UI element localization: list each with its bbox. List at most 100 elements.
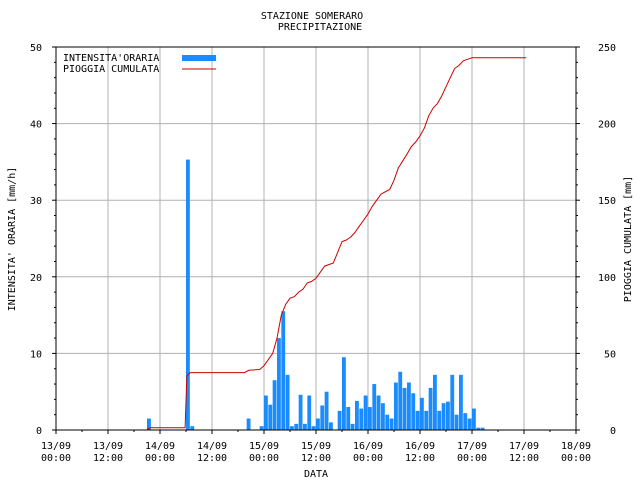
intensity-bar xyxy=(290,426,294,430)
y-tick-label-right: 50 xyxy=(604,349,616,360)
intensity-bar xyxy=(398,371,403,430)
intensity-bar xyxy=(463,413,468,430)
intensity-bar xyxy=(385,414,390,430)
x-tick-label-time: 00:00 xyxy=(249,453,279,464)
x-tick-label-time: 00:00 xyxy=(353,453,383,464)
intensity-bar xyxy=(311,426,316,430)
legend-label-intensity: INTENSITA'ORARIA xyxy=(63,53,159,64)
intensity-bar xyxy=(424,410,429,430)
intensity-bar xyxy=(372,384,377,430)
y-tick-label-right: 100 xyxy=(598,273,616,284)
x-tick-label-time: 00:00 xyxy=(41,453,71,464)
x-tick-label-date: 16/09 xyxy=(405,441,435,452)
intensity-bar xyxy=(303,423,307,430)
intensity-bar xyxy=(329,422,333,430)
intensity-bar xyxy=(285,374,290,430)
x-tick-label-time: 00:00 xyxy=(561,453,591,464)
intensity-bar xyxy=(411,393,416,430)
intensity-bar xyxy=(467,418,472,430)
x-tick-label-date: 15/09 xyxy=(249,441,279,452)
intensity-bar xyxy=(381,403,385,430)
cumulative-line xyxy=(146,57,527,430)
intensity-bar xyxy=(480,427,485,430)
grid xyxy=(55,46,577,431)
x-tick-label-date: 17/09 xyxy=(509,441,539,452)
x-tick-label-time: 12:00 xyxy=(301,453,331,464)
intensity-bar xyxy=(346,407,351,430)
y-axis-label-left: INTENSITA' ORARIA [mm/h] xyxy=(7,167,18,312)
x-tick-label-time: 12:00 xyxy=(93,453,123,464)
intensity-bar xyxy=(433,374,437,430)
y-tick-label-right: 150 xyxy=(598,196,616,207)
x-tick-label-time: 00:00 xyxy=(457,453,487,464)
x-axis-label: DATA xyxy=(304,469,328,480)
x-tick-label-date: 17/09 xyxy=(457,441,487,452)
legend: INTENSITA'ORARIA PIOGGIA CUMULATA xyxy=(63,53,216,75)
intensity-bar xyxy=(446,401,450,430)
intensity-bar xyxy=(264,395,268,430)
intensity-bar xyxy=(359,408,364,430)
y-tick-label-left: 30 xyxy=(30,196,42,207)
intensity-bar xyxy=(350,423,355,430)
x-tick-label-date: 13/09 xyxy=(41,441,71,452)
y-tick-label-left: 50 xyxy=(30,43,42,54)
intensity-bar xyxy=(337,410,342,430)
intensity-bar xyxy=(437,410,442,430)
intensity-bar xyxy=(186,159,190,431)
intensity-bar xyxy=(324,391,329,430)
intensity-bar xyxy=(441,403,446,430)
intensity-bar xyxy=(281,311,286,430)
intensity-bar xyxy=(459,374,463,430)
intensity-bar xyxy=(472,408,476,430)
intensity-bar xyxy=(420,397,424,430)
intensity-bar xyxy=(389,418,394,430)
x-tick-label-time: 12:00 xyxy=(509,453,539,464)
intensity-bar xyxy=(394,382,398,430)
intensity-bar xyxy=(415,410,420,430)
intensity-bar xyxy=(294,423,299,430)
intensity-bar xyxy=(147,418,151,430)
intensity-bar xyxy=(454,414,459,430)
intensity-bar xyxy=(320,405,325,430)
intensity-bar xyxy=(368,407,372,430)
y-tick-label-left: 10 xyxy=(30,349,42,360)
intensity-bar xyxy=(268,404,273,430)
intensity-bar xyxy=(476,427,481,430)
intensity-bar xyxy=(316,418,320,430)
chart-title: STAZIONE SOMERARO xyxy=(261,11,363,22)
x-tick-label-time: 00:00 xyxy=(145,453,175,464)
legend-label-cumulative: PIOGGIA CUMULATA xyxy=(63,64,159,75)
y-tick-label-right: 250 xyxy=(598,43,616,54)
intensity-bar xyxy=(190,426,195,430)
y-tick-label-left: 40 xyxy=(30,120,42,131)
intensity-bar xyxy=(402,387,407,430)
x-tick-label-time: 12:00 xyxy=(197,453,227,464)
intensity-bar xyxy=(450,374,455,430)
x-tick-label-date: 16/09 xyxy=(353,441,383,452)
x-tick-label-date: 13/09 xyxy=(93,441,123,452)
y-tick-label-left: 20 xyxy=(30,273,42,284)
x-tick-label-date: 18/09 xyxy=(561,441,591,452)
intensity-bar xyxy=(259,426,264,430)
x-tick-label-time: 12:00 xyxy=(405,453,435,464)
y-tick-label-left: 0 xyxy=(36,426,42,437)
intensity-bar xyxy=(298,394,303,430)
intensity-bar xyxy=(376,395,381,430)
intensity-bar xyxy=(363,395,368,430)
x-tick-label-date: 14/09 xyxy=(197,441,227,452)
intensity-bar xyxy=(407,382,411,430)
y-tick-label-right: 0 xyxy=(610,426,616,437)
intensity-bar xyxy=(272,380,277,430)
intensity-bar xyxy=(246,418,251,430)
intensity-bars xyxy=(147,159,485,431)
intensity-bar xyxy=(307,395,312,430)
legend-swatch-intensity xyxy=(182,55,216,61)
y-tick-label-right: 200 xyxy=(598,120,616,131)
axes: 13/0900:0013/0912:0014/0900:0014/0912:00… xyxy=(30,43,616,464)
x-tick-label-date: 15/09 xyxy=(301,441,331,452)
y-axis-label-right: PIOGGIA CUMULATA [mm] xyxy=(623,176,634,302)
intensity-bar xyxy=(355,400,359,430)
x-tick-label-date: 14/09 xyxy=(145,441,175,452)
chart-subtitle: PRECIPITAZIONE xyxy=(278,22,362,33)
